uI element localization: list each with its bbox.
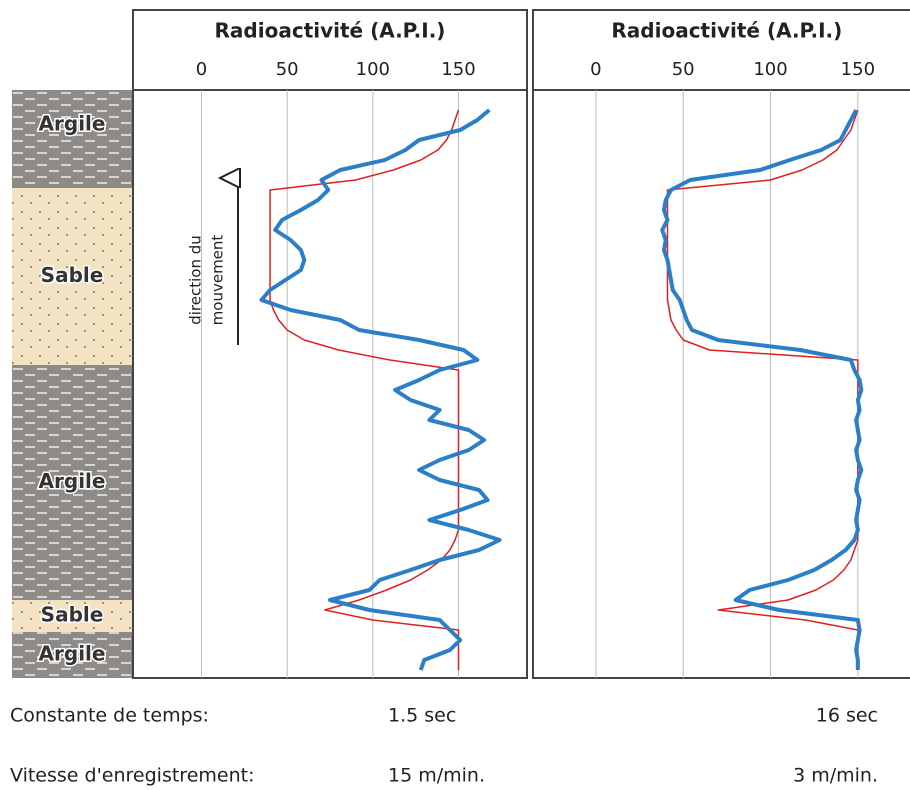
footer-text: Constante de temps:	[10, 705, 209, 727]
panel-frame	[532, 9, 910, 679]
lithology-layer	[12, 600, 133, 632]
footer-text: 16 sec	[816, 705, 878, 727]
log-curve	[660, 109, 864, 670]
lithology-layer	[12, 90, 133, 188]
x-tick-label: 100	[753, 59, 787, 80]
lithology-label: Sable	[41, 603, 104, 627]
lithology-label: Sable	[41, 263, 104, 287]
x-tick-label: 50	[276, 59, 299, 80]
log-curve	[269, 109, 460, 670]
lithology-label: Argile	[39, 112, 106, 136]
footer-text: 3 m/min.	[793, 765, 878, 787]
footer-text: 15 m/min.	[388, 765, 485, 787]
lithology-layer	[12, 188, 133, 365]
annotation: mouvement	[209, 235, 227, 326]
lithology-layer	[12, 632, 133, 678]
lithology-label: Argile	[39, 642, 106, 666]
panel-frame	[132, 9, 528, 679]
footer-text: Vitesse d'enregistrement:	[10, 765, 255, 787]
log-curve	[259, 108, 502, 671]
x-tick-label: 150	[841, 59, 875, 80]
lithology-label: Argile	[39, 469, 106, 493]
x-tick-label: 0	[590, 59, 601, 80]
lithology-layer	[12, 365, 133, 600]
annotation: direction du	[187, 235, 205, 325]
x-tick-label: 150	[441, 59, 475, 80]
chart-title: Radioactivité (A.P.I.)	[215, 19, 446, 43]
x-tick-label: 0	[196, 59, 207, 80]
x-tick-label: 100	[356, 59, 390, 80]
chart-title: Radioactivité (A.P.I.)	[611, 19, 842, 43]
footer-text: 1.5 sec	[388, 705, 456, 727]
x-tick-label: 50	[672, 59, 695, 80]
log-curve	[666, 109, 859, 670]
